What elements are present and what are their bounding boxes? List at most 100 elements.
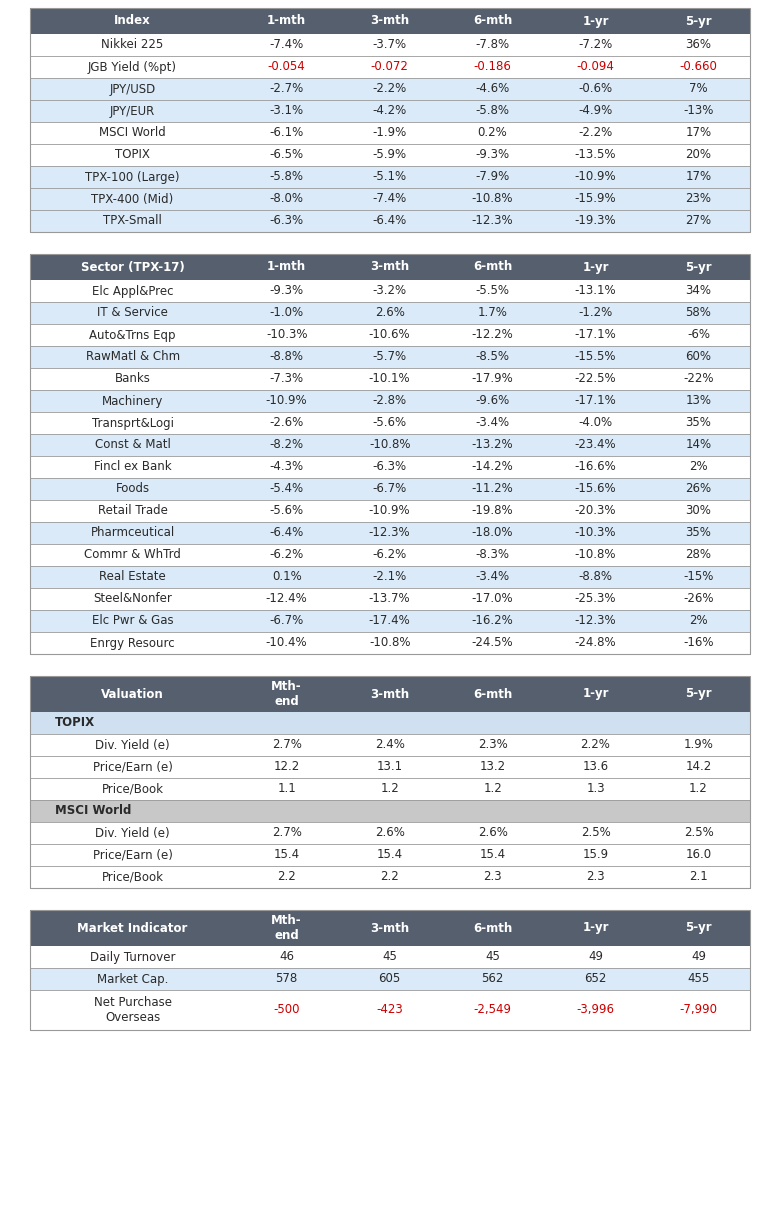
- Text: -18.0%: -18.0%: [472, 527, 513, 540]
- Text: -10.9%: -10.9%: [369, 505, 410, 518]
- Text: -15.5%: -15.5%: [575, 351, 616, 363]
- Text: Nikkei 225: Nikkei 225: [101, 39, 164, 51]
- Text: 605: 605: [378, 973, 401, 985]
- Text: 6-mth: 6-mth: [473, 261, 512, 273]
- Text: 1-yr: 1-yr: [583, 922, 609, 935]
- Text: -12.3%: -12.3%: [369, 527, 410, 540]
- Bar: [30, 990, 750, 1030]
- Text: 5-yr: 5-yr: [685, 261, 712, 273]
- Bar: [30, 56, 750, 78]
- Text: 5-yr: 5-yr: [685, 15, 712, 28]
- Text: 2.1: 2.1: [690, 870, 708, 884]
- Text: Auto&Trns Eqp: Auto&Trns Eqp: [90, 328, 176, 341]
- Text: 2.2%: 2.2%: [580, 739, 611, 751]
- Text: -8.8%: -8.8%: [579, 570, 612, 584]
- Text: 1.2: 1.2: [690, 783, 708, 796]
- Text: -5.6%: -5.6%: [270, 505, 303, 518]
- Bar: [30, 166, 750, 188]
- Text: -4.6%: -4.6%: [476, 83, 509, 95]
- Text: -13.1%: -13.1%: [575, 284, 616, 297]
- Bar: [30, 522, 750, 544]
- Text: -13.2%: -13.2%: [472, 439, 513, 451]
- Text: Price/Book: Price/Book: [101, 783, 164, 796]
- Bar: [30, 756, 750, 778]
- Text: 0.1%: 0.1%: [271, 570, 302, 584]
- Text: -5.7%: -5.7%: [373, 351, 406, 363]
- Text: -13%: -13%: [683, 105, 714, 117]
- Text: 49: 49: [588, 951, 603, 963]
- Bar: [30, 478, 750, 500]
- Text: Mth-
end: Mth- end: [271, 680, 302, 708]
- Text: 14.2: 14.2: [686, 761, 711, 774]
- Bar: [30, 822, 750, 844]
- Text: -3.1%: -3.1%: [270, 105, 303, 117]
- Text: 15.4: 15.4: [377, 848, 402, 862]
- Text: 13.1: 13.1: [377, 761, 402, 774]
- Text: 45: 45: [485, 951, 500, 963]
- Text: Mth-
end: Mth- end: [271, 914, 302, 942]
- Text: 2%: 2%: [690, 461, 707, 473]
- Text: 1.2: 1.2: [484, 783, 502, 796]
- Text: -1.0%: -1.0%: [270, 306, 303, 319]
- Text: -15.6%: -15.6%: [575, 483, 616, 495]
- Text: Real Estate: Real Estate: [99, 570, 166, 584]
- Text: -6.1%: -6.1%: [270, 127, 303, 139]
- Text: -13.7%: -13.7%: [369, 592, 410, 606]
- Text: 2.3: 2.3: [587, 870, 604, 884]
- Text: -5.8%: -5.8%: [476, 105, 509, 117]
- Text: Machinery: Machinery: [102, 395, 163, 407]
- Text: 5-yr: 5-yr: [685, 922, 712, 935]
- Text: -26%: -26%: [683, 592, 714, 606]
- Text: 45: 45: [382, 951, 397, 963]
- Text: -0.660: -0.660: [679, 61, 718, 73]
- Text: 578: 578: [275, 973, 298, 985]
- Text: 1-yr: 1-yr: [583, 261, 609, 273]
- Text: -0.6%: -0.6%: [579, 83, 612, 95]
- Bar: [30, 610, 750, 631]
- Text: -0.054: -0.054: [268, 61, 306, 73]
- Bar: [30, 368, 750, 390]
- Text: -13.5%: -13.5%: [575, 149, 616, 161]
- Text: -2.2%: -2.2%: [579, 127, 612, 139]
- Text: 16.0: 16.0: [686, 848, 711, 862]
- Text: 13.2: 13.2: [480, 761, 505, 774]
- Text: 17%: 17%: [686, 127, 711, 139]
- Text: -2.1%: -2.1%: [373, 570, 406, 584]
- Text: JPY/USD: JPY/USD: [109, 83, 156, 95]
- Text: 6-mth: 6-mth: [473, 922, 512, 935]
- Text: Div. Yield (e): Div. Yield (e): [95, 826, 170, 840]
- Text: 6-mth: 6-mth: [473, 15, 512, 28]
- Text: 2.4%: 2.4%: [374, 739, 405, 751]
- Text: 2.3: 2.3: [484, 870, 502, 884]
- Text: Index: Index: [114, 15, 151, 28]
- Bar: [30, 911, 750, 946]
- Text: -12.2%: -12.2%: [472, 328, 513, 341]
- Text: 14%: 14%: [686, 439, 711, 451]
- Text: 34%: 34%: [686, 284, 711, 297]
- Bar: [30, 844, 750, 865]
- Text: -5.1%: -5.1%: [373, 171, 406, 184]
- Text: Market Indicator: Market Indicator: [77, 922, 188, 935]
- Bar: [30, 434, 750, 456]
- Text: -17.0%: -17.0%: [472, 592, 513, 606]
- Text: 2.6%: 2.6%: [374, 826, 405, 840]
- Text: -5.4%: -5.4%: [270, 483, 303, 495]
- Text: Steel&Nonfer: Steel&Nonfer: [93, 592, 172, 606]
- Text: Market Cap.: Market Cap.: [97, 973, 168, 985]
- Text: 1-mth: 1-mth: [267, 261, 307, 273]
- Text: -2.6%: -2.6%: [270, 417, 303, 429]
- Text: 2.6%: 2.6%: [374, 306, 405, 319]
- Text: 562: 562: [481, 973, 504, 985]
- Text: -4.0%: -4.0%: [579, 417, 612, 429]
- Text: -10.4%: -10.4%: [266, 636, 307, 650]
- Text: Elc Pwr & Gas: Elc Pwr & Gas: [92, 614, 173, 628]
- Text: -10.9%: -10.9%: [575, 171, 616, 184]
- Text: -12.4%: -12.4%: [266, 592, 307, 606]
- Text: -7.8%: -7.8%: [476, 39, 509, 51]
- Text: -2.7%: -2.7%: [270, 83, 303, 95]
- Text: Transprt&Logi: Transprt&Logi: [91, 417, 174, 429]
- Text: JGB Yield (%pt): JGB Yield (%pt): [88, 61, 177, 73]
- Text: 652: 652: [584, 973, 607, 985]
- Text: 1.2: 1.2: [381, 783, 399, 796]
- Bar: [30, 677, 750, 887]
